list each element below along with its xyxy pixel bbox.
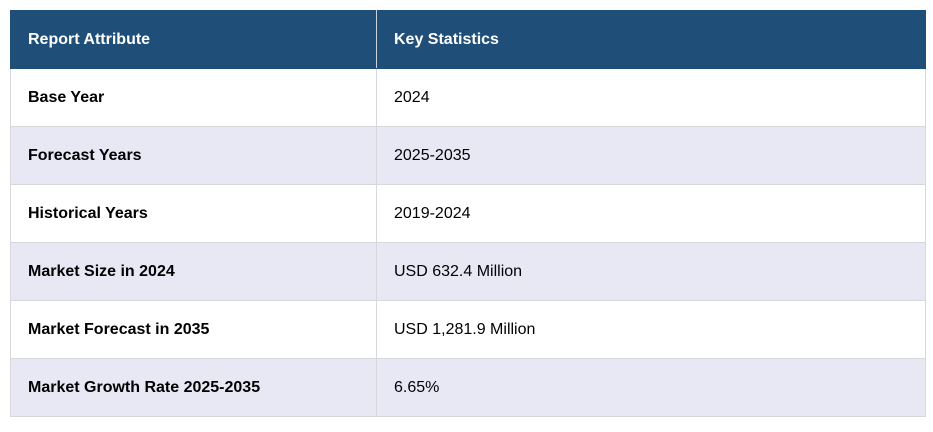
table-row: Market Forecast in 2035 USD 1,281.9 Mill… <box>10 300 926 359</box>
table-row: Historical Years 2019-2024 <box>10 184 926 243</box>
row-value-base-year: 2024 <box>376 68 926 127</box>
table-row: Market Size in 2024 USD 632.4 Million <box>10 242 926 301</box>
row-attribute-market-forecast: Market Forecast in 2035 <box>10 300 377 359</box>
report-statistics-table: Report Attribute Key Statistics Base Yea… <box>10 10 926 417</box>
table-header-row: Report Attribute Key Statistics <box>10 10 926 69</box>
row-attribute-historical-years: Historical Years <box>10 184 377 243</box>
header-key-statistics: Key Statistics <box>376 10 926 69</box>
table-row: Market Growth Rate 2025-2035 6.65% <box>10 358 926 417</box>
row-value-historical-years: 2019-2024 <box>376 184 926 243</box>
row-value-market-size: USD 632.4 Million <box>376 242 926 301</box>
row-attribute-forecast-years: Forecast Years <box>10 126 377 185</box>
table-row: Forecast Years 2025-2035 <box>10 126 926 185</box>
header-report-attribute: Report Attribute <box>10 10 377 69</box>
row-attribute-base-year: Base Year <box>10 68 377 127</box>
row-value-forecast-years: 2025-2035 <box>376 126 926 185</box>
row-value-growth-rate: 6.65% <box>376 358 926 417</box>
row-attribute-growth-rate: Market Growth Rate 2025-2035 <box>10 358 377 417</box>
row-attribute-market-size: Market Size in 2024 <box>10 242 377 301</box>
row-value-market-forecast: USD 1,281.9 Million <box>376 300 926 359</box>
table-row: Base Year 2024 <box>10 68 926 127</box>
